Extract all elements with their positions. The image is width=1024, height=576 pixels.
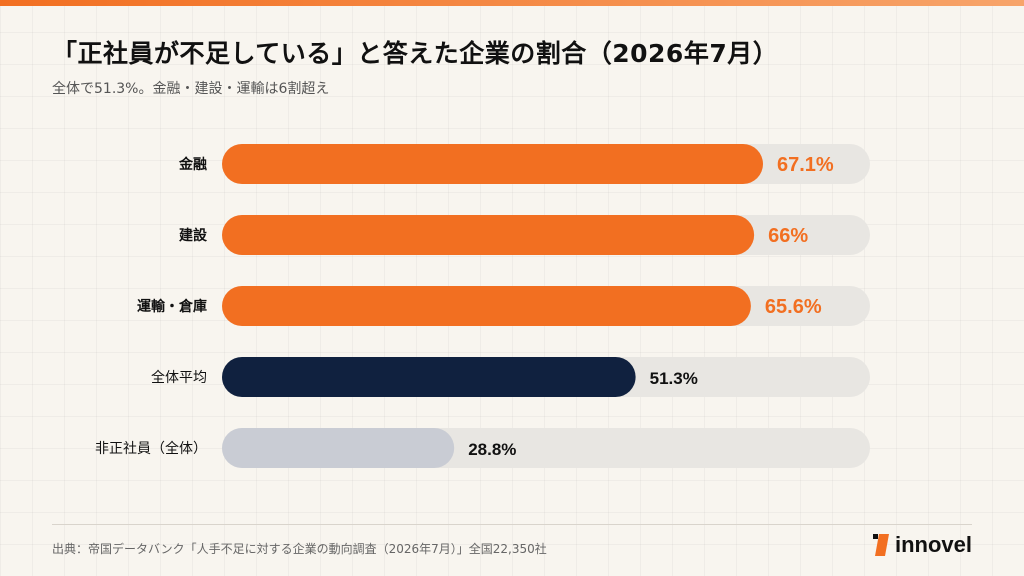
logo-text: innovel [894, 532, 972, 557]
category-label: 全体平均 [151, 369, 207, 386]
value-label: 67.1% [777, 154, 834, 176]
bar-1 [222, 215, 755, 255]
value-label: 28.8% [468, 440, 516, 459]
category-label: 金融 [178, 156, 207, 173]
value-label: 51.3% [650, 369, 698, 388]
chart-subtitle: 全体で51.3%。金融・建設・運輸は6割超え [52, 81, 330, 97]
value-label: 66% [768, 225, 808, 247]
footer-divider [52, 524, 972, 525]
innovel-logo: innovel [872, 532, 972, 558]
category-label: 非正社員（全体） [95, 440, 207, 457]
top-accent-bar [0, 0, 1024, 6]
bar-4 [222, 428, 455, 468]
chart-title: 「正社員が不足している」と答えた企業の割合（2026年7月） [52, 39, 779, 68]
logo-mark-icon [872, 534, 889, 556]
value-label: 65.6% [765, 296, 822, 318]
source-note: 出典：帝国データバンク「人手不足に対する企業の動向調査（2026年7月）」全国2… [52, 542, 547, 556]
bar-2 [222, 286, 751, 326]
bar-0 [222, 144, 763, 184]
bar-3 [222, 357, 636, 397]
category-label: 運輸・倉庫 [137, 298, 207, 315]
category-label: 建設 [179, 227, 208, 244]
